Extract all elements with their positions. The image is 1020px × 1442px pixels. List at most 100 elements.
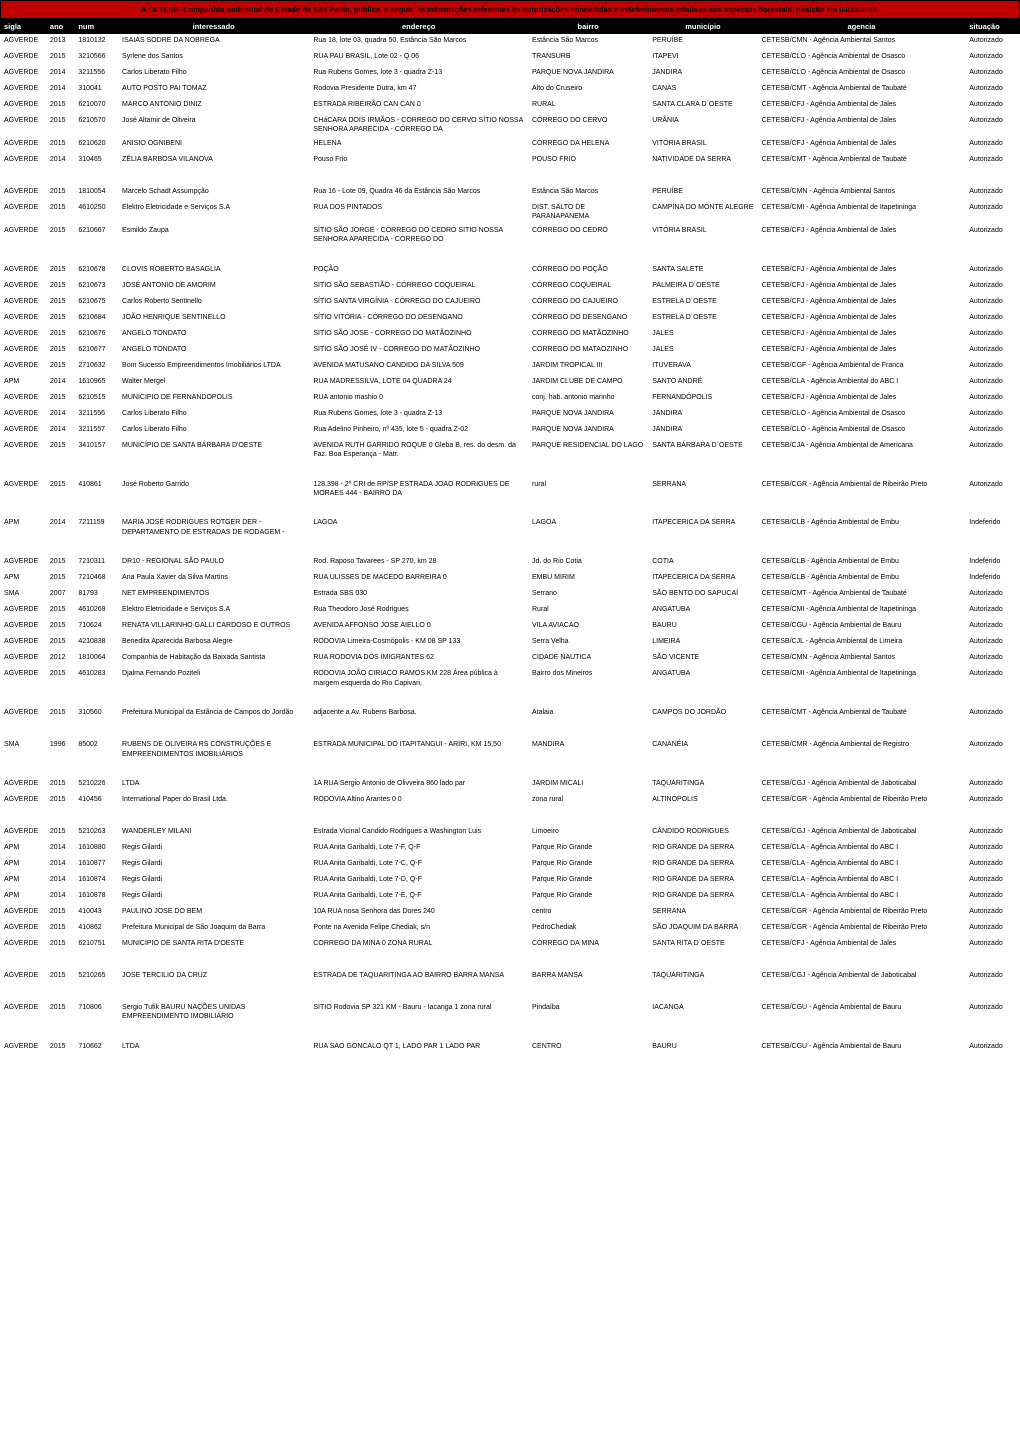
table-cell: CETESB/CMN - Agência Ambiental Santos bbox=[758, 651, 966, 667]
table-cell: SANTO ANDRÉ bbox=[648, 375, 757, 391]
table-cell: Autorizado bbox=[965, 921, 1020, 937]
table-cell: PARQUE NOVA JANDIRA bbox=[528, 423, 648, 439]
table-row: AGVERDE20155210226LTDA1A RUA Sergio Anto… bbox=[0, 777, 1020, 793]
col-municipio: município bbox=[648, 19, 757, 34]
table-cell: Autorizado bbox=[965, 343, 1020, 359]
table-cell: Carlos Liberato Filho bbox=[118, 407, 309, 423]
table-cell: 2014 bbox=[46, 407, 74, 423]
table-cell: 2014 bbox=[46, 857, 74, 873]
table-cell: CETESB/CLA - Agência Ambiental do ABC I bbox=[758, 873, 966, 889]
table-cell: 3410157 bbox=[74, 439, 118, 462]
table-row: APM20157210468Ana Paula Xavier da Silva … bbox=[0, 571, 1020, 587]
table-cell: 3210566 bbox=[74, 50, 118, 66]
table-cell: RUBENS DE OLIVEIRA RS CONSTRUÇÕES E EMPR… bbox=[118, 738, 309, 761]
table-cell: AGVERDE bbox=[0, 407, 46, 423]
table-cell: JANDIRA bbox=[648, 66, 757, 82]
table-cell: CETESB/CMT - Agência Ambiental de Taubat… bbox=[758, 153, 966, 169]
table-cell: SMA bbox=[0, 587, 46, 603]
table-cell: SANTA BÁRBARA D´OESTE bbox=[648, 439, 757, 462]
table-cell: Limoeiro bbox=[528, 825, 648, 841]
table-cell: Ponte na Avenida Felipe Chediak, s/n bbox=[309, 921, 528, 937]
table-cell: 710624 bbox=[74, 619, 118, 635]
table-cell: RIO GRANDE DA SERRA bbox=[648, 841, 757, 857]
table-row: APM20141610874Regis GilardiRUA Anita Gar… bbox=[0, 873, 1020, 889]
table-cell: AGVERDE bbox=[0, 185, 46, 201]
table-cell: PERUÍBE bbox=[648, 185, 757, 201]
table-cell: 2014 bbox=[46, 375, 74, 391]
table-cell: RODOVIA JOÃO CIRIACO RAMOS KM 228 Área p… bbox=[309, 667, 528, 690]
spacer-row bbox=[0, 247, 1020, 263]
table-cell: RIO GRANDE DA SERRA bbox=[648, 857, 757, 873]
table-cell: CETESB/CFJ - Agência Ambiental de Jales bbox=[758, 224, 966, 247]
table-row: AGVERDE2015410043PAULINO JOSE DO BEM10A … bbox=[0, 905, 1020, 921]
table-cell: Autorizado bbox=[965, 706, 1020, 722]
table-cell: PARQUE RESIDENCIAL DO LAGO bbox=[528, 439, 648, 462]
table-cell: AGVERDE bbox=[0, 1001, 46, 1024]
table-cell: 2014 bbox=[46, 889, 74, 905]
table-cell: 2014 bbox=[46, 516, 74, 539]
table-cell: CETESB/CFJ - Agência Ambiental de Jales bbox=[758, 327, 966, 343]
col-bairro: bairro bbox=[528, 19, 648, 34]
table-cell: ESTRADA MUNICIPAL DO ITAPITANGUI - ARIRI… bbox=[309, 738, 528, 761]
table-cell: AGVERDE bbox=[0, 423, 46, 439]
table-cell: DIST. SALTO DE PARANAPANEMA bbox=[528, 201, 648, 224]
spacer-row bbox=[0, 722, 1020, 738]
table-cell: MUNICIPIO DE FERNANDOPOLIS bbox=[118, 391, 309, 407]
table-cell: BAURU bbox=[648, 619, 757, 635]
table-cell: 1610880 bbox=[74, 841, 118, 857]
table-row: AGVERDE20143211556Carlos Liberato FilhoR… bbox=[0, 66, 1020, 82]
table-cell: APM bbox=[0, 571, 46, 587]
table-cell: SÃO VICENTE bbox=[648, 651, 757, 667]
table-cell: CETESB/CGR - Agência Ambiental de Ribeir… bbox=[758, 921, 966, 937]
table-cell: Pindaíba bbox=[528, 1001, 648, 1024]
table-cell: 2013 bbox=[46, 34, 74, 50]
table-cell: Parque Rio Grande bbox=[528, 873, 648, 889]
table-cell: CETESB/CMI - Agência Ambiental de Itapet… bbox=[758, 667, 966, 690]
table-cell: AGVERDE bbox=[0, 343, 46, 359]
table-cell: Sergio Tufik BAURU NAÇÕES UNIDAS EMPREEN… bbox=[118, 1001, 309, 1024]
table-cell: AGVERDE bbox=[0, 153, 46, 169]
table-cell: CETESB/CMT - Agência Ambiental de Taubat… bbox=[758, 82, 966, 98]
table-cell: Autorizado bbox=[965, 224, 1020, 247]
table-cell: Autorizado bbox=[965, 153, 1020, 169]
table-cell: 4210838 bbox=[74, 635, 118, 651]
table-cell: Autorizado bbox=[965, 619, 1020, 635]
table-cell: Benedita Aparecida Barbosa Alegre bbox=[118, 635, 309, 651]
table-cell: TAQUARITINGA bbox=[648, 969, 757, 985]
table-cell: AGVERDE bbox=[0, 905, 46, 921]
table-cell: Autorizado bbox=[965, 98, 1020, 114]
spacer-row bbox=[0, 985, 1020, 1001]
table-cell: AGVERDE bbox=[0, 66, 46, 82]
table-cell: Autorizado bbox=[965, 185, 1020, 201]
table-cell: 1610877 bbox=[74, 857, 118, 873]
table-cell: 5210226 bbox=[74, 777, 118, 793]
table-cell: Indeferido bbox=[965, 555, 1020, 571]
table-cell: CETESB/CLB - Agência Ambiental de Embu bbox=[758, 571, 966, 587]
table-cell: 5210265 bbox=[74, 969, 118, 985]
table-cell: 410043 bbox=[74, 905, 118, 921]
table-cell: 2015 bbox=[46, 137, 74, 153]
table-cell: CETESB/CJA - Agência Ambiental de Americ… bbox=[758, 439, 966, 462]
table-cell: PERUÍBE bbox=[648, 34, 757, 50]
table-cell: SMA bbox=[0, 738, 46, 761]
table-cell: AGVERDE bbox=[0, 969, 46, 985]
table-cell: RIO GRANDE DA SERRA bbox=[648, 889, 757, 905]
table-cell: Parque Rio Grande bbox=[528, 841, 648, 857]
table-cell: CETESB/CLB - Agência Ambiental de Embu bbox=[758, 555, 966, 571]
table-cell: CÓRREGO DO CEDRO bbox=[528, 224, 648, 247]
table-cell: Rua Rubens Gomes, lote 3 - quadra Z-13 bbox=[309, 66, 528, 82]
table-cell: TRANSURB bbox=[528, 50, 648, 66]
spacer-row bbox=[0, 539, 1020, 555]
table-cell: Bairro dos Mineiros bbox=[528, 667, 648, 690]
table-cell: Autorizado bbox=[965, 34, 1020, 50]
table-cell: Autorizado bbox=[965, 889, 1020, 905]
table-row: AGVERDE2015310560Prefeitura Municipal da… bbox=[0, 706, 1020, 722]
table-cell: RUA MADRESSILVA, LOTE 04 QUADRA 24 bbox=[309, 375, 528, 391]
table-cell: Autorizado bbox=[965, 1040, 1020, 1056]
table-cell: Autorizado bbox=[965, 603, 1020, 619]
table-cell: CETESB/CGR - Agência Ambiental de Ribeir… bbox=[758, 905, 966, 921]
table-cell: BARRA MANSA bbox=[528, 969, 648, 985]
table-cell: 2014 bbox=[46, 66, 74, 82]
table-cell: Rua Theodoro José Rodrigues bbox=[309, 603, 528, 619]
table-cell: Autorizado bbox=[965, 1001, 1020, 1024]
